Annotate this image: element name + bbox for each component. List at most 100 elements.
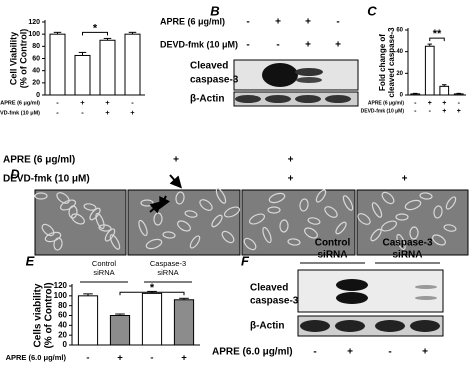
bar <box>410 93 421 96</box>
group-label: Caspase-3 <box>150 259 186 268</box>
condition-sign: - <box>86 353 89 364</box>
bar <box>424 45 435 96</box>
condition-sign: - <box>131 98 134 107</box>
condition-sign: - <box>150 353 153 364</box>
label: caspase-3 <box>250 296 299 307</box>
label: β-Actin <box>250 321 284 332</box>
y-axis-label: (% of Control) <box>18 29 28 88</box>
cell <box>268 192 286 204</box>
cell <box>357 213 371 225</box>
label: - <box>246 17 249 28</box>
cell <box>104 228 116 242</box>
arrow <box>169 174 182 189</box>
cell <box>395 213 409 221</box>
cell <box>109 234 121 250</box>
label: + <box>288 155 294 166</box>
bar <box>77 295 99 346</box>
band <box>415 285 437 289</box>
label: + <box>305 40 311 51</box>
condition-sign: - <box>429 108 432 115</box>
significance-bracket <box>429 37 445 42</box>
condition-sign: + <box>80 98 85 107</box>
condition-label: APRE (6.0 μg/ml) <box>6 353 67 362</box>
y-axis-label: Fold change of <box>378 34 387 91</box>
condition-label: APRE (6 μg/ml) <box>368 100 404 106</box>
band <box>295 95 321 103</box>
label: β-Actin <box>190 94 224 105</box>
label: B <box>210 3 219 18</box>
cell <box>409 226 419 240</box>
group-label: siRNA <box>157 268 178 277</box>
label: + <box>275 17 281 28</box>
condition-label: DEVD-fmk (10 μM) <box>361 108 405 114</box>
band <box>295 68 323 76</box>
label: + <box>173 155 179 166</box>
condition-sign: + <box>428 100 432 107</box>
label: - <box>276 40 279 51</box>
bar <box>173 299 195 346</box>
blot-box <box>297 269 444 313</box>
condition-sign: + <box>457 108 461 115</box>
band <box>375 320 405 332</box>
y-tick-label: 120 <box>28 19 40 26</box>
band <box>325 95 351 103</box>
significance: * <box>150 282 155 294</box>
cell <box>71 213 85 225</box>
y-tick-label: 60 <box>58 311 67 320</box>
cell <box>370 228 382 242</box>
label: siRNA <box>392 250 422 261</box>
label: - <box>388 347 391 358</box>
cell <box>199 199 213 211</box>
label: + <box>288 174 294 185</box>
condition-sign: - <box>414 108 417 115</box>
cell <box>162 231 176 239</box>
cell <box>243 237 257 251</box>
condition-sign: + <box>442 108 446 115</box>
y-tick-label: 100 <box>28 31 40 38</box>
arrow <box>159 195 171 210</box>
label: E <box>26 253 35 268</box>
cell <box>175 191 185 205</box>
bar <box>74 54 91 96</box>
cell <box>267 206 281 214</box>
label: Cleaved <box>250 283 288 294</box>
group-label: Control <box>92 259 117 268</box>
label: APRE (6 μg/ml) <box>160 16 225 26</box>
cell <box>307 217 321 225</box>
y-axis-label: (% of Control) <box>44 282 55 348</box>
cell <box>299 198 309 212</box>
label: + <box>305 17 311 28</box>
cell <box>419 192 433 200</box>
cell <box>262 226 272 244</box>
cell <box>41 223 55 237</box>
condition-sign: - <box>56 98 59 107</box>
y-tick-label: 20 <box>32 80 40 87</box>
band <box>296 77 322 83</box>
band <box>336 279 368 291</box>
cell <box>287 238 301 246</box>
label: Caspase-3 <box>382 238 432 249</box>
band <box>265 95 291 103</box>
bar <box>99 39 116 96</box>
significance-bracket <box>119 291 185 296</box>
bar <box>109 315 131 346</box>
label: DEVD-fmk (10 μM) <box>160 39 238 49</box>
label: + <box>335 40 341 51</box>
cell <box>145 238 163 250</box>
y-tick-label: 40 <box>32 68 40 75</box>
y-axis-label: Cells viability <box>33 283 44 347</box>
condition-sign: - <box>458 100 461 107</box>
band <box>262 63 298 87</box>
cell <box>59 199 77 211</box>
label: - <box>246 40 249 51</box>
cell <box>445 196 457 210</box>
cell <box>138 219 148 237</box>
y-tick-label: 60 <box>396 28 403 34</box>
y-axis-label: cleaved caspase-3 <box>387 27 396 98</box>
band <box>410 320 440 332</box>
condition-sign: + <box>117 353 123 364</box>
y-tick-label: 40 <box>58 320 67 329</box>
cell <box>335 221 347 235</box>
y-tick-label: 20 <box>58 330 67 339</box>
